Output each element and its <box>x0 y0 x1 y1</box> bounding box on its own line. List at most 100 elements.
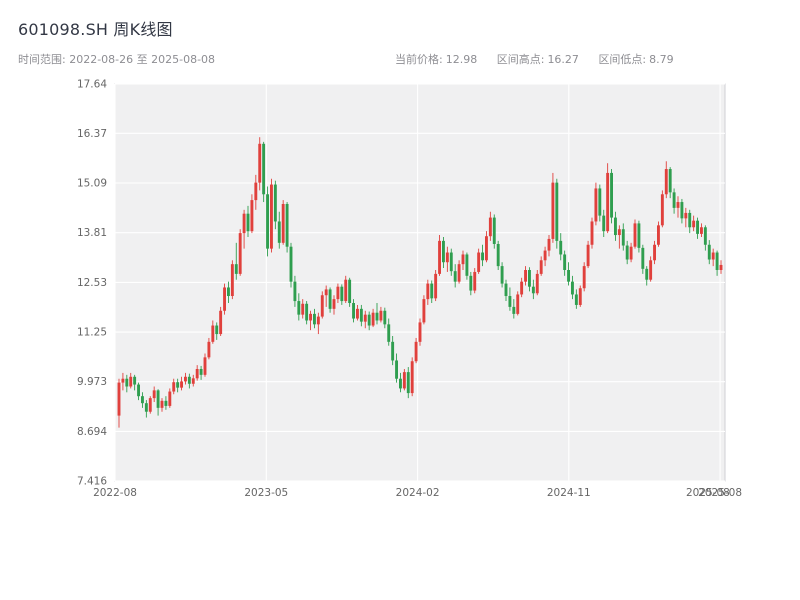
candle-body <box>266 194 269 249</box>
candle-body <box>348 279 352 303</box>
candle-body <box>449 252 453 272</box>
candle-body <box>199 369 203 375</box>
candle-body <box>660 194 664 226</box>
candle-body <box>285 203 289 247</box>
candle-body <box>117 382 121 416</box>
candle-body <box>293 281 297 302</box>
candle-body <box>391 341 395 361</box>
candle-body <box>227 287 230 297</box>
candle-body <box>367 314 371 326</box>
candle-body <box>528 270 531 287</box>
candle-body <box>277 221 281 243</box>
candle-body <box>547 238 551 251</box>
candle-body <box>129 376 133 387</box>
candle-body <box>567 270 570 282</box>
candle-body <box>610 172 613 218</box>
candle-body <box>676 202 680 208</box>
candle-body <box>406 372 410 394</box>
candle-body <box>359 308 363 322</box>
candle-body <box>488 217 492 237</box>
candle-body <box>453 271 457 282</box>
candle-body <box>301 303 305 315</box>
candle-body <box>700 227 703 234</box>
candle-body <box>168 391 172 406</box>
candle-body <box>262 143 266 195</box>
svg-text:15.09: 15.09 <box>77 178 107 190</box>
candle-body <box>574 294 578 305</box>
candle-body <box>234 264 238 274</box>
candle-body <box>711 252 715 260</box>
range-low-value: 8.79 <box>649 53 674 66</box>
candle-body <box>457 264 461 282</box>
candle-body <box>137 384 140 397</box>
candle-body <box>180 381 183 388</box>
candle-body <box>144 403 148 412</box>
candle-body <box>270 184 273 249</box>
candle-body <box>207 341 211 358</box>
candle-body <box>356 308 359 319</box>
candle-body <box>316 316 320 325</box>
candle-body <box>313 313 316 325</box>
candle-body <box>703 227 707 245</box>
candle-body <box>508 296 512 307</box>
candle-body <box>629 246 633 260</box>
candle-body <box>500 266 504 284</box>
candle-body <box>395 360 398 379</box>
candle-body <box>242 213 246 234</box>
candle-body <box>469 275 473 291</box>
range-low-stat: 区间低点: 8.79 <box>598 53 673 66</box>
candle-body <box>258 143 262 183</box>
candle-body <box>344 279 348 302</box>
candle-body <box>672 192 676 208</box>
candle-body <box>223 287 226 311</box>
candle-body <box>602 215 606 232</box>
svg-text:9.973: 9.973 <box>77 376 107 388</box>
candle-body <box>297 301 301 315</box>
candle-body <box>426 283 430 300</box>
candle-body <box>375 312 379 321</box>
candle-body <box>246 213 250 232</box>
candle-body <box>215 325 219 335</box>
candle-body <box>563 254 567 270</box>
candle-body <box>152 390 156 399</box>
candle-body <box>668 169 672 193</box>
candle-body <box>305 303 309 321</box>
range-low-label: 区间低点: <box>598 53 647 66</box>
candle-body <box>160 400 164 408</box>
svg-text:7.416: 7.416 <box>77 476 107 488</box>
candle-body <box>637 223 641 248</box>
candle-body <box>465 254 469 276</box>
candle-body <box>445 252 449 263</box>
candle-body <box>492 217 496 244</box>
candle-body <box>653 244 656 261</box>
candle-body <box>156 390 160 408</box>
candle-body <box>481 252 484 261</box>
candle-body <box>555 182 559 241</box>
candle-body <box>371 312 375 326</box>
candle-body <box>414 341 418 362</box>
candle-body <box>172 382 176 392</box>
candle-body <box>571 281 574 295</box>
candle-body <box>496 243 500 267</box>
candle-body <box>606 172 610 232</box>
candle-body <box>340 286 344 302</box>
candle-body <box>477 252 481 272</box>
svg-text:2022-08: 2022-08 <box>93 487 137 499</box>
svg-text:13.81: 13.81 <box>77 227 107 239</box>
candle-body <box>211 325 215 342</box>
candle-body <box>551 182 555 239</box>
svg-text:12.53: 12.53 <box>77 277 107 289</box>
candle-body <box>320 295 324 317</box>
svg-text:2023-05: 2023-05 <box>244 487 288 499</box>
svg-text:2024-11: 2024-11 <box>547 487 591 499</box>
candle-body <box>531 286 535 294</box>
candle-body <box>254 182 258 201</box>
candle-body <box>707 244 711 260</box>
candle-body <box>559 240 563 255</box>
candle-body <box>336 286 340 300</box>
candle-body <box>328 289 332 309</box>
range-high-stat: 区间高点: 16.27 <box>497 53 579 66</box>
candle-body <box>281 203 285 243</box>
candle-body <box>402 372 406 389</box>
